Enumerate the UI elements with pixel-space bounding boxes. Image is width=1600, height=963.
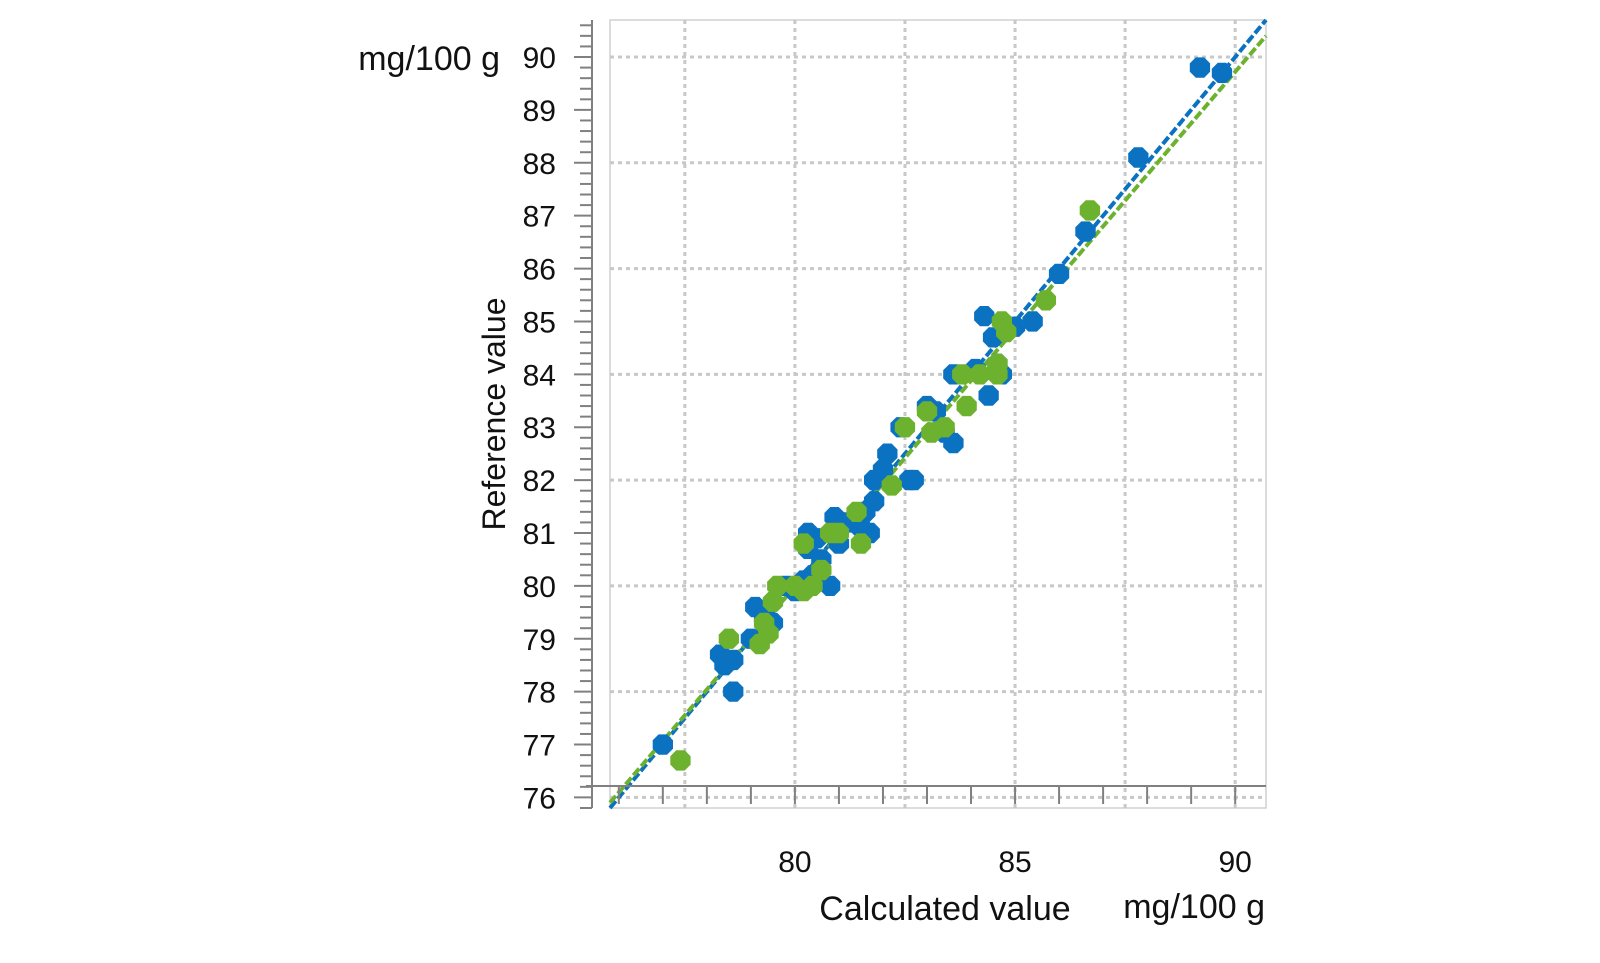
data-point-series-2 bbox=[718, 628, 739, 649]
data-point-series-1 bbox=[1022, 311, 1043, 332]
data-point-series-2 bbox=[846, 501, 867, 522]
data-point-series-1 bbox=[1048, 263, 1070, 284]
data-point-series-2 bbox=[1079, 200, 1101, 221]
data-point-series-2 bbox=[996, 321, 1017, 343]
data-point-series-1 bbox=[877, 443, 898, 464]
y-tick-label: 88 bbox=[523, 148, 556, 181]
data-point-series-2 bbox=[758, 623, 779, 644]
data-point-series-1 bbox=[723, 649, 744, 671]
data-point-series-1 bbox=[1075, 221, 1096, 242]
labels: mg/100 g Reference value Calculated valu… bbox=[358, 40, 1265, 928]
grid bbox=[609, 19, 1267, 809]
data-point-series-1 bbox=[864, 491, 885, 512]
plot-frame bbox=[609, 19, 1267, 809]
y-tick-label: 77 bbox=[523, 730, 556, 763]
y-tick-label: 79 bbox=[523, 624, 556, 657]
data-point-series-1 bbox=[1211, 62, 1233, 83]
x-tick-label: 90 bbox=[1218, 846, 1251, 879]
data-point-series-1 bbox=[820, 575, 841, 596]
y-tick-label: 78 bbox=[523, 677, 556, 710]
x-tick-label: 85 bbox=[998, 846, 1031, 879]
x-axis-title: Calculated value bbox=[819, 890, 1070, 928]
x-tick-label: 80 bbox=[778, 846, 811, 879]
data-point-series-2 bbox=[894, 417, 916, 438]
data-point-series-1 bbox=[1128, 147, 1149, 168]
y-tick-label: 87 bbox=[523, 201, 556, 234]
y-tick-label: 84 bbox=[523, 359, 556, 392]
data-point-series-2 bbox=[881, 475, 902, 496]
y-tick-label: 86 bbox=[523, 254, 556, 287]
data-point-series-2 bbox=[956, 395, 977, 417]
data-point-series-2 bbox=[952, 364, 973, 385]
data-point-series-1 bbox=[1189, 57, 1211, 78]
y-tick-label: 81 bbox=[523, 518, 556, 551]
data-point-series-2 bbox=[850, 533, 872, 554]
axes: 76 77 78 79 80 81 82 83 84 85 86 87 88 89 90 80 85 90 bbox=[523, 20, 1266, 879]
data-point-series-1 bbox=[872, 459, 894, 480]
x-unit-label: mg/100 g bbox=[1123, 888, 1265, 926]
data-points bbox=[652, 57, 1233, 771]
y-tick-label: 83 bbox=[523, 412, 556, 445]
data-point-series-2 bbox=[987, 364, 1008, 385]
y-axis-title: Reference value bbox=[476, 297, 512, 530]
data-point-series-2 bbox=[793, 533, 814, 554]
y-tick-label: 90 bbox=[523, 42, 556, 75]
y-tick-label: 82 bbox=[523, 465, 556, 498]
data-point-series-2 bbox=[969, 364, 990, 385]
data-point-series-2 bbox=[762, 591, 784, 612]
data-point-series-2 bbox=[1035, 290, 1056, 311]
y-tick-label: 89 bbox=[523, 95, 556, 128]
data-point-series-2 bbox=[802, 575, 823, 596]
data-point-series-1 bbox=[652, 734, 673, 755]
data-point-series-2 bbox=[916, 401, 938, 422]
y-tick-label: 76 bbox=[523, 782, 556, 815]
y-unit-label: mg/100 g bbox=[358, 40, 500, 78]
data-point-series-2 bbox=[828, 522, 850, 544]
data-point-series-1 bbox=[723, 681, 744, 702]
y-tick-label: 80 bbox=[523, 571, 556, 604]
data-point-series-2 bbox=[934, 417, 955, 438]
data-point-series-1 bbox=[903, 469, 924, 491]
data-point-series-2 bbox=[767, 575, 788, 596]
data-point-series-2 bbox=[811, 559, 832, 581]
data-point-series-1 bbox=[943, 432, 964, 454]
data-point-series-1 bbox=[978, 385, 999, 406]
data-point-series-2 bbox=[670, 750, 691, 771]
y-tick-label: 85 bbox=[523, 306, 556, 339]
data-point-series-1 bbox=[974, 306, 995, 327]
